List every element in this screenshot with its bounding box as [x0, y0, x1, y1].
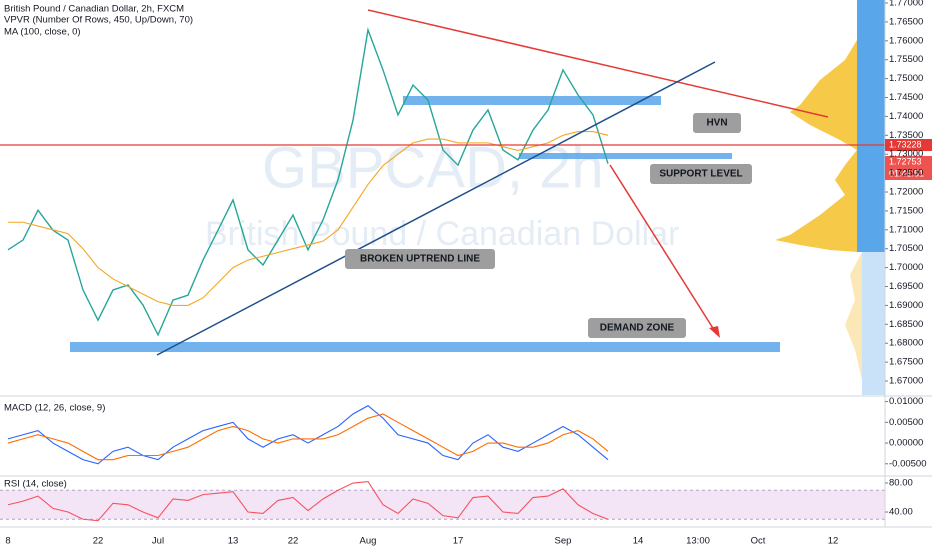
callout — [588, 318, 686, 338]
y-tick-label: 1.72500 — [889, 168, 923, 179]
callout — [345, 249, 495, 269]
y-tick-label: 0.00500 — [889, 417, 923, 428]
y-tick-label: 1.74500 — [889, 92, 923, 103]
y-tick-label: 1.76500 — [889, 16, 923, 27]
y-tick-label: 40.00 — [889, 507, 913, 518]
y-tick-label: 1.73000 — [889, 149, 923, 160]
arrow-head — [709, 326, 720, 338]
y-tick-label: 1.70500 — [889, 243, 923, 254]
price-tag — [885, 156, 932, 180]
x-tick-label: 17 — [453, 536, 464, 547]
y-tick-label: 1.76000 — [889, 35, 923, 46]
y-tick-label: 1.77000 — [889, 0, 923, 9]
annotation: BROKEN UPTREND LINE — [360, 254, 480, 265]
legend-entry: British Pound / Canadian Dollar, 2h, FXC… — [4, 4, 184, 15]
y-tick-label: 1.71000 — [889, 224, 923, 235]
annotation: SUPPORT LEVEL — [659, 169, 742, 180]
y-tick-label: -0.00500 — [889, 458, 927, 469]
callout — [693, 113, 741, 133]
pane-title: MACD (12, 26, close, 9) — [4, 403, 105, 414]
volume-profile — [857, 0, 885, 252]
y-tick-label: 1.75000 — [889, 73, 923, 84]
series-line — [7, 413, 609, 461]
annotation: DEMAND ZONE — [600, 323, 675, 334]
series-line — [7, 27, 609, 337]
price-tag-label: 1.73228 — [889, 139, 922, 149]
x-tick-label: Aug — [360, 536, 377, 547]
y-tick-label: 1.68500 — [889, 319, 923, 330]
uptrend-line — [156, 61, 716, 356]
y-tick-label: 1.69000 — [889, 300, 923, 311]
series-line — [8, 130, 609, 306]
x-tick-label: 22 — [288, 536, 299, 547]
series-line — [7, 405, 609, 465]
y-tick-label: 1.75500 — [889, 54, 923, 65]
y-tick-label: 1.67000 — [889, 376, 923, 387]
annotation: HVN — [706, 118, 727, 129]
x-tick-label: Sep — [555, 536, 572, 547]
legend-entry: MA (100, close, 0) — [4, 27, 81, 38]
x-tick-label: Jul — [152, 536, 164, 547]
x-tick-label: 8 — [5, 536, 10, 547]
x-tick-label: 22 — [93, 536, 104, 547]
y-tick-label: 1.73500 — [889, 130, 923, 141]
zone — [519, 153, 732, 159]
volume-profile — [775, 40, 857, 252]
callout — [650, 164, 752, 184]
price-tag-label: 1.72753 — [889, 156, 922, 166]
watermark: British Pound / Canadian Dollar — [205, 215, 679, 253]
y-tick-label: 80.00 — [889, 478, 913, 489]
y-tick-label: 1.68000 — [889, 338, 923, 349]
demand-zone — [70, 342, 780, 352]
countdown: 01:41:51 — [889, 168, 924, 178]
price-tag — [885, 139, 932, 151]
y-tick-label: 1.70000 — [889, 262, 923, 273]
rsi-band — [0, 490, 885, 520]
x-tick-label: 12 — [828, 536, 839, 547]
volume-profile — [862, 252, 885, 395]
x-tick-label: 13:00 — [686, 536, 710, 547]
zone — [403, 96, 661, 105]
y-tick-label: 0.00000 — [889, 438, 923, 449]
series-line — [7, 480, 609, 522]
volume-profile — [845, 252, 862, 380]
arrow — [609, 164, 717, 334]
pane-title: RSI (14, close) — [4, 479, 67, 490]
y-tick-label: 1.69500 — [889, 281, 923, 292]
x-tick-label: 14 — [633, 536, 644, 547]
y-tick-label: 1.67500 — [889, 357, 923, 368]
x-tick-label: 13 — [228, 536, 239, 547]
trend-line — [367, 9, 829, 118]
x-tick-label: Oct — [751, 536, 766, 547]
y-tick-label: 1.74000 — [889, 111, 923, 122]
y-tick-label: 1.72000 — [889, 187, 923, 198]
y-tick-label: 0.01000 — [889, 396, 923, 407]
watermark: GBPCAD, 2h — [262, 135, 604, 200]
y-tick-label: 1.71500 — [889, 205, 923, 216]
indicator-legend: VPVR (Number Of Rows, 450, Up/Down, 70) — [4, 15, 193, 26]
